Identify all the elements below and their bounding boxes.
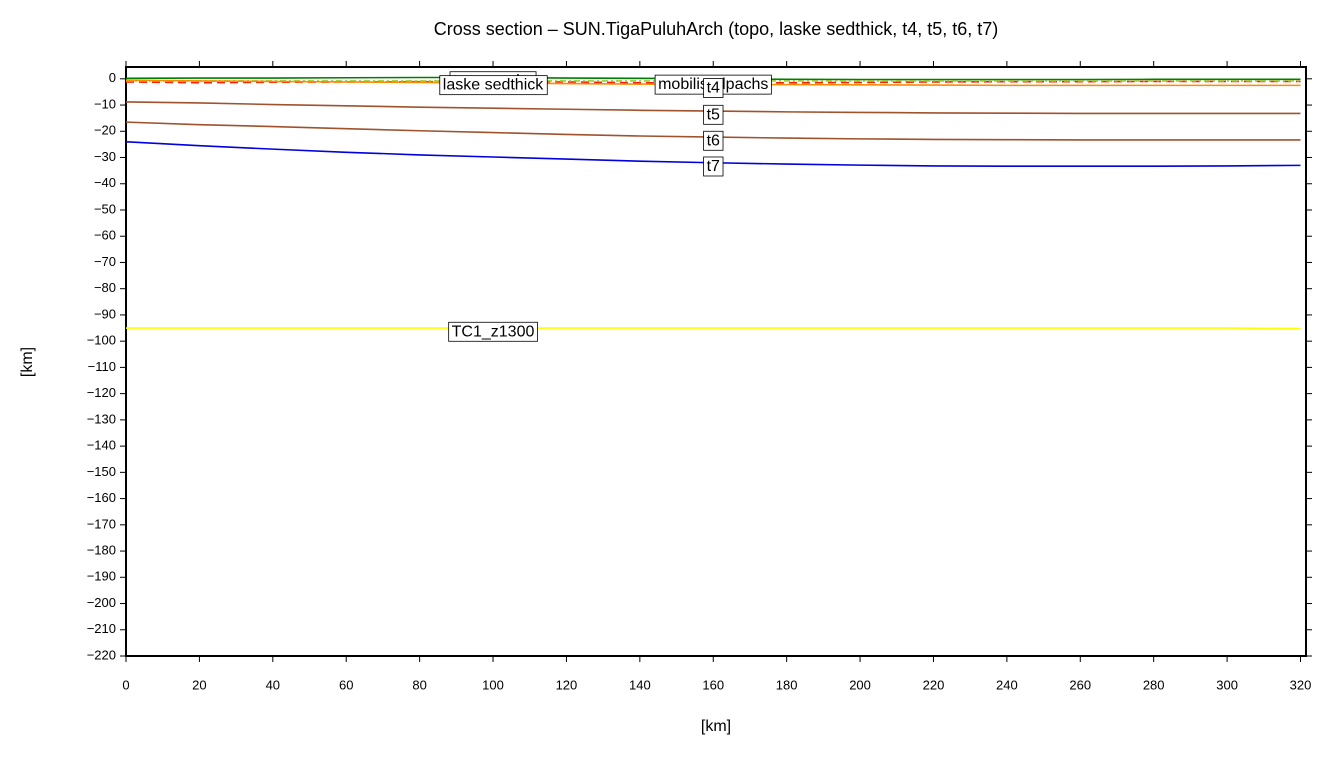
y-tick-label: −70 bbox=[94, 254, 116, 269]
y-tick-label: −10 bbox=[94, 96, 116, 111]
series-label-box bbox=[703, 78, 724, 98]
series-label: t7 bbox=[703, 156, 724, 177]
y-tick-label: −160 bbox=[87, 490, 116, 505]
series-label-box bbox=[703, 156, 724, 177]
y-tick-label: −40 bbox=[94, 175, 116, 190]
y-axis-label: [km] bbox=[19, 347, 36, 377]
x-tick-label: 20 bbox=[192, 677, 206, 692]
series-label: t6 bbox=[703, 130, 724, 151]
series-label-text: TC1_z1300 bbox=[452, 323, 535, 340]
y-tick-label: −120 bbox=[87, 385, 116, 400]
x-tick-label: 60 bbox=[339, 677, 353, 692]
x-tick-label: 100 bbox=[482, 677, 504, 692]
series-label-box bbox=[703, 130, 724, 151]
x-tick-label: 320 bbox=[1290, 677, 1312, 692]
x-axis-label: [km] bbox=[701, 718, 731, 735]
chart-title: Cross section – SUN.TigaPuluhArch (topo,… bbox=[434, 19, 999, 39]
x-tick-label: 120 bbox=[556, 677, 578, 692]
y-tick-label: −190 bbox=[87, 569, 116, 584]
y-tick-label: −220 bbox=[87, 647, 116, 662]
series-label: t4 bbox=[703, 78, 724, 98]
series-label-text: t5 bbox=[707, 106, 720, 123]
x-tick-label: 160 bbox=[702, 677, 724, 692]
y-tick-label: −100 bbox=[87, 333, 116, 348]
series-label: t5 bbox=[703, 104, 724, 125]
y-tick-label: −50 bbox=[94, 201, 116, 216]
x-tick-label: 240 bbox=[996, 677, 1018, 692]
y-tick-label: −180 bbox=[87, 542, 116, 557]
x-tick-label: 80 bbox=[412, 677, 426, 692]
series-label: laske sedthick bbox=[439, 75, 548, 96]
y-tick-label: −150 bbox=[87, 464, 116, 479]
x-tick-label: 300 bbox=[1216, 677, 1238, 692]
x-tick-label: 140 bbox=[629, 677, 651, 692]
series-line bbox=[126, 327, 1301, 330]
series-label-box bbox=[439, 75, 548, 96]
series-label-text: t4 bbox=[707, 80, 720, 97]
x-tick-label: 260 bbox=[1069, 677, 1091, 692]
x-tick-label: 220 bbox=[923, 677, 945, 692]
x-tick-label: 200 bbox=[849, 677, 871, 692]
x-tick-label: 280 bbox=[1143, 677, 1165, 692]
series-label-box bbox=[703, 104, 724, 125]
y-tick-label: −90 bbox=[94, 306, 116, 321]
y-tick-label: −30 bbox=[94, 149, 116, 164]
y-tick-label: −110 bbox=[88, 359, 116, 374]
series-label-text: t7 bbox=[707, 158, 720, 175]
y-tick-label: −140 bbox=[87, 438, 116, 453]
y-tick-label: −20 bbox=[94, 123, 116, 138]
series-label-text: laske sedthick bbox=[443, 77, 544, 94]
y-tick-label: −210 bbox=[87, 621, 116, 636]
series-label-box bbox=[448, 321, 538, 342]
y-tick-label: 0 bbox=[109, 70, 116, 85]
series-label-text: t6 bbox=[707, 132, 720, 149]
y-tick-label: −130 bbox=[87, 411, 116, 426]
plot-frame bbox=[125, 66, 1307, 657]
y-tick-label: −170 bbox=[87, 516, 116, 531]
x-tick-label: 40 bbox=[266, 677, 280, 692]
series-label: TC1_z1300 bbox=[448, 321, 538, 342]
x-tick-label: 0 bbox=[122, 677, 129, 692]
y-tick-label: −80 bbox=[94, 280, 116, 295]
y-tick-label: −60 bbox=[94, 228, 116, 243]
y-tick-label: −200 bbox=[87, 595, 116, 610]
x-tick-label: 180 bbox=[776, 677, 798, 692]
